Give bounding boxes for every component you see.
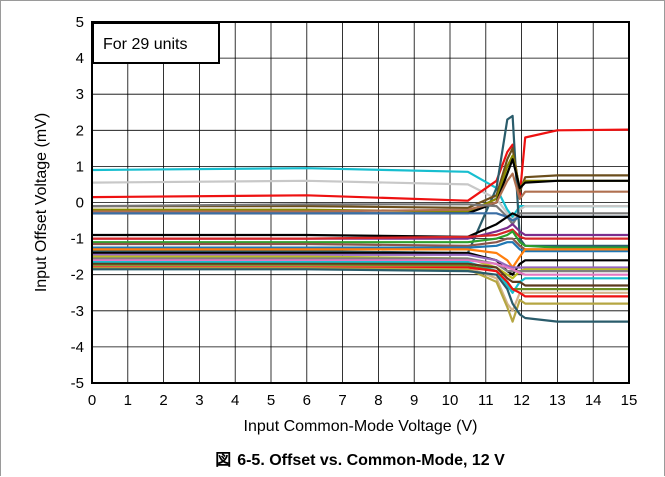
series-line-14 — [92, 230, 629, 249]
x-tick-label: 2 — [159, 392, 167, 409]
x-tick-label: 7 — [338, 392, 346, 409]
x-tick-labels: 0 1 2 3 4 5 6 7 8 9 10 11 12 13 14 15 — [88, 392, 638, 409]
y-tick-label: -2 — [71, 267, 84, 284]
series-line-24 — [92, 262, 629, 287]
x-tick-label: 5 — [267, 392, 275, 409]
series-lines — [91, 114, 630, 323]
y-tick-label: 0 — [76, 195, 84, 212]
caption-figure-mark: 図 — [215, 452, 232, 469]
y-tick-label: 3 — [76, 86, 84, 103]
y-tick-label: -1 — [71, 231, 84, 248]
x-tick-label: 14 — [585, 392, 602, 409]
x-tick-label: 9 — [410, 392, 418, 409]
series-line-5 — [92, 147, 629, 209]
x-tick-label: 6 — [303, 392, 311, 409]
y-tick-label: -3 — [71, 303, 84, 320]
x-tick-label: 10 — [442, 392, 459, 409]
series-line-17 — [92, 248, 629, 269]
x-axis-label: Input Common-Mode Voltage (V) — [244, 418, 478, 435]
x-tick-label: 8 — [374, 392, 382, 409]
y-tick-label: 2 — [76, 122, 84, 139]
y-tick-label: 5 — [76, 14, 84, 31]
series-line-19 — [92, 253, 629, 269]
series-line-3 — [91, 128, 630, 202]
series-line-28 — [92, 267, 629, 323]
series-line-23 — [92, 261, 629, 294]
x-tick-label: 0 — [88, 392, 96, 409]
series-line-22 — [92, 259, 629, 276]
y-tick-label: 4 — [76, 50, 84, 67]
y-tick-label: -5 — [71, 375, 84, 392]
y-tick-labels: 5 4 3 2 1 0 -1 -2 -3 -4 -5 — [71, 14, 84, 392]
series-line-21 — [92, 257, 629, 273]
y-tick-label: -4 — [71, 339, 84, 356]
series-line-27 — [92, 266, 629, 298]
series-line-2 — [91, 179, 629, 222]
series-line-11 — [92, 212, 629, 238]
x-tick-label: 12 — [513, 392, 530, 409]
x-tick-label: 3 — [195, 392, 203, 409]
caption-text: 6-5. Offset vs. Common-Mode, 12 V — [237, 452, 505, 469]
x-tick-label: 15 — [621, 392, 638, 409]
x-tick-label: 1 — [124, 392, 132, 409]
series-line-13 — [92, 228, 629, 240]
y-axis-label: Input Offset Voltage (mV) — [33, 113, 50, 292]
y-tick-label: 1 — [76, 158, 84, 175]
series-line-9 — [91, 203, 629, 226]
annotation-box: For 29 units — [92, 22, 220, 64]
x-tick-label: 11 — [478, 392, 494, 409]
series-line-16 — [92, 241, 629, 253]
series-line-18 — [92, 251, 629, 276]
plot-border — [91, 21, 630, 384]
x-tick-label: 4 — [231, 392, 239, 409]
series-line-8 — [92, 172, 629, 213]
x-tick-label: 13 — [549, 392, 566, 409]
figure-caption: 図 6-5. Offset vs. Common-Mode, 12 V — [0, 446, 665, 470]
series-line-29 — [92, 268, 629, 323]
annotation-text: For 29 units — [103, 36, 187, 53]
